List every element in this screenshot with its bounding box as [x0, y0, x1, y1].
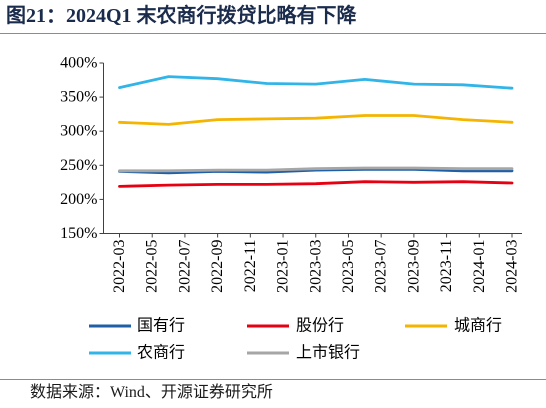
- joint-stock-banks-line: [118, 180, 514, 188]
- y-tick-label: 400%: [60, 55, 97, 72]
- x-tick-label: 2023-07: [373, 240, 390, 293]
- x-tick-label: 2022-11: [242, 239, 259, 292]
- legend-item-city-commercial-banks: 城商行: [405, 317, 502, 335]
- x-tick-label: 2023-09: [405, 240, 422, 293]
- x-tick-label: 2023-11: [438, 240, 455, 293]
- y-tick-label: 150%: [60, 225, 97, 242]
- x-tick-label: 2022-07: [176, 240, 193, 293]
- x-axis: 2022-03 2022-05 2022-07 2022-09 2022-11 2023-…: [103, 233, 522, 293]
- title-divider: [0, 33, 546, 34]
- legend-label: 上市银行: [296, 344, 360, 362]
- legend-label: 城商行: [454, 317, 502, 335]
- rural-commercial-banks-line: [118, 75, 514, 90]
- x-tick-label: 2023-03: [307, 240, 324, 293]
- x-tick-label: 2024-01: [471, 239, 488, 292]
- y-axis: 150% 200% 250% 300% 350% 400%: [60, 55, 104, 242]
- x-tick-label: 2022-03: [111, 240, 128, 293]
- legend-item-rural-commercial-banks: 农商行: [89, 344, 185, 362]
- x-tick-label: 2022-09: [209, 240, 226, 293]
- source-divider: [0, 379, 546, 380]
- city-commercial-banks-line: [118, 114, 514, 126]
- legend-label: 农商行: [137, 344, 185, 362]
- figure-title: 图21：2024Q1 末农商行拨贷比略有下降: [6, 5, 357, 27]
- legend: 国有行 股份行 城商行 农商行 上市银行: [89, 317, 502, 362]
- source-note: 数据来源：Wind、开源证券研究所: [30, 384, 273, 401]
- legend-item-joint-stock-banks: 股份行: [247, 317, 344, 335]
- x-tick-label: 2024-03: [504, 240, 521, 293]
- legend-label: 国有行: [137, 317, 185, 335]
- y-tick-label: 200%: [60, 191, 97, 208]
- x-tick-label: 2023-05: [340, 240, 357, 293]
- y-tick-label: 350%: [60, 89, 97, 106]
- legend-item-state-owned-banks: 国有行: [89, 317, 185, 335]
- legend-label: 股份行: [296, 317, 344, 335]
- x-tick-label: 2023-01: [275, 240, 292, 293]
- x-tick-label: 2022-05: [144, 240, 161, 293]
- listed-banks-line: [118, 166, 514, 173]
- y-tick-label: 250%: [60, 157, 97, 174]
- legend-item-listed-banks: 上市银行: [247, 344, 360, 362]
- plot-lines: [118, 75, 514, 188]
- y-tick-label: 300%: [60, 123, 97, 140]
